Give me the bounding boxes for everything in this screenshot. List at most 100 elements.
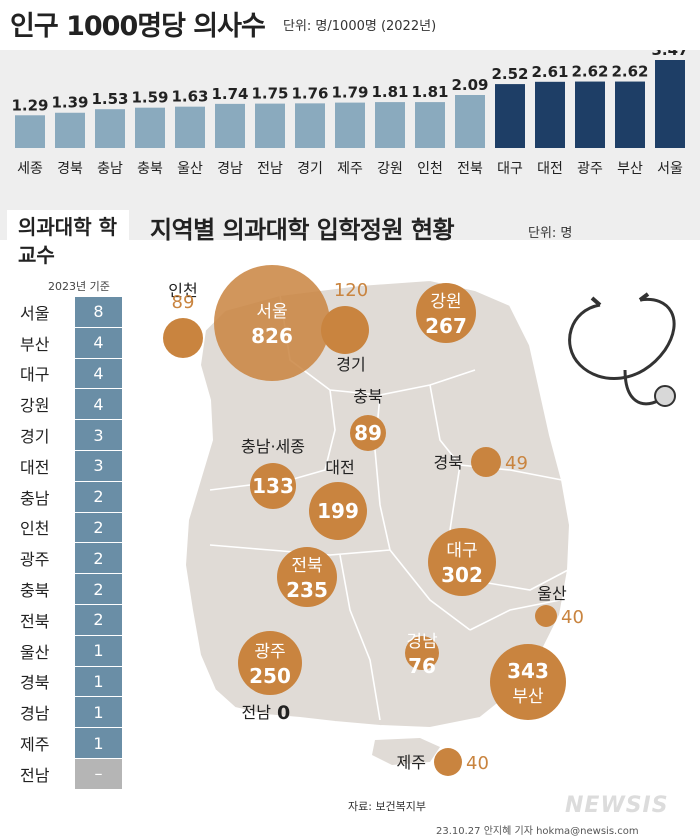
bar-category-label: 제주 xyxy=(337,161,363,177)
bar xyxy=(175,106,205,148)
bar-value-label: 2.62 xyxy=(571,63,608,81)
bubble-value: 133 xyxy=(252,474,294,498)
bubble xyxy=(250,463,296,509)
bar xyxy=(295,103,325,148)
region-label: 경남 xyxy=(406,632,438,652)
bubble xyxy=(321,306,369,354)
region-name: 광주 xyxy=(20,550,50,570)
map-land xyxy=(183,278,572,765)
bar-category-label: 전북 xyxy=(457,161,483,177)
bar-category-label: 경북 xyxy=(57,161,83,177)
region-name: 서울 xyxy=(20,303,50,323)
map-unit-label: 단위: 명 xyxy=(528,226,573,241)
school-count-value: 1 xyxy=(75,697,122,728)
bubble-value: 76 xyxy=(408,654,436,678)
bar-value-label: 3.47 xyxy=(651,50,688,59)
table-row: 부산 4 xyxy=(12,327,122,359)
table-row: 경북 1 xyxy=(12,666,122,698)
bar xyxy=(575,81,605,148)
region-name: 강원 xyxy=(20,396,50,416)
bubble-value: 302 xyxy=(441,563,483,587)
region-name: 경기 xyxy=(20,427,50,447)
bar-category-label: 충북 xyxy=(137,161,163,177)
bar xyxy=(95,109,125,148)
bubble xyxy=(238,631,302,695)
bar-category-label: 대전 xyxy=(537,161,563,177)
bar xyxy=(215,103,245,148)
bar xyxy=(15,115,45,148)
school-count-value: 2 xyxy=(75,604,122,635)
bubble-value: 0 xyxy=(277,702,290,724)
bubble-value: 250 xyxy=(249,664,291,688)
bar-value-label: 1.39 xyxy=(51,94,88,112)
bar-category-label: 강원 xyxy=(377,161,403,177)
school-count-value: 2 xyxy=(75,512,122,543)
newsis-logo: NEWSIS xyxy=(565,793,669,818)
region-label: 대전 xyxy=(325,458,354,477)
bar-value-label: 1.76 xyxy=(291,84,328,102)
school-count-value: – xyxy=(75,758,122,789)
school-count-value: 1 xyxy=(75,666,122,697)
bubble-value: 120 xyxy=(334,280,368,301)
region-label: 경기 xyxy=(336,355,365,374)
school-count-value: 4 xyxy=(75,389,122,420)
bar-value-label: 1.75 xyxy=(251,85,288,103)
region-name: 경남 xyxy=(20,704,50,724)
bubble-value: 40 xyxy=(561,607,584,628)
region-label: 부산 xyxy=(512,687,544,707)
bubble xyxy=(490,644,566,720)
school-count-value: 4 xyxy=(75,358,122,389)
chart-title: 인구 1000명당 의사수 xyxy=(10,11,266,42)
bar-value-label: 1.81 xyxy=(371,83,408,101)
bar xyxy=(615,81,645,148)
bar xyxy=(495,84,525,148)
doctors-bar-chart: 1.29 세종 1.39 경북 1.53 충남 1.59 충북 1.63 울산 1.74 경남 1.75… xyxy=(11,50,688,177)
bubble-value: 89 xyxy=(354,421,382,445)
bubble xyxy=(214,265,330,381)
school-count-value: 2 xyxy=(75,543,122,574)
bar-category-label: 인천 xyxy=(417,161,443,177)
table-row: 강원 4 xyxy=(12,389,122,421)
bar-category-label: 전남 xyxy=(257,161,283,177)
bubble xyxy=(471,447,501,477)
bubble xyxy=(535,605,557,627)
region-label: 울산 xyxy=(537,584,567,603)
bubble xyxy=(434,748,462,776)
bar-category-label: 울산 xyxy=(177,161,203,177)
table-row: 대전 3 xyxy=(12,450,122,482)
school-count-value: 1 xyxy=(75,728,122,758)
school-count-subtitle: 2023년 기준 xyxy=(48,280,110,293)
bar-value-label: 2.61 xyxy=(531,63,568,81)
bar-value-label: 1.79 xyxy=(331,84,368,102)
bubble-value: 343 xyxy=(507,659,549,683)
stethoscope-icon xyxy=(568,292,676,407)
region-label: 전북 xyxy=(291,556,322,576)
table-row: 광주 2 xyxy=(12,543,122,575)
table-row: 충남 2 xyxy=(12,481,122,513)
bar-value-label: 1.81 xyxy=(411,83,448,101)
bar-category-label: 부산 xyxy=(617,161,643,177)
table-row: 전남 – xyxy=(12,758,122,790)
school-count-value: 3 xyxy=(75,450,122,481)
school-count-value: 8 xyxy=(75,297,122,327)
table-row: 울산 1 xyxy=(12,635,122,667)
table-row: 경기 3 xyxy=(12,420,122,451)
school-count-value: 1 xyxy=(75,635,122,666)
region-label: 서울 xyxy=(256,302,287,322)
bar-value-label: 2.62 xyxy=(611,63,648,81)
region-name: 제주 xyxy=(20,735,50,755)
bubble-value: 89 xyxy=(172,292,195,313)
region-name: 대구 xyxy=(20,365,50,385)
region-name: 경북 xyxy=(20,673,50,693)
bar-category-label: 광주 xyxy=(577,161,603,177)
bubble xyxy=(428,528,496,596)
school-count-value: 3 xyxy=(75,420,122,450)
bar-category-label: 충남 xyxy=(97,161,123,177)
bubble xyxy=(309,482,367,540)
bar-value-label: 1.29 xyxy=(11,96,48,114)
bar xyxy=(375,102,405,148)
bar xyxy=(455,94,485,148)
table-row: 충북 2 xyxy=(12,574,122,605)
